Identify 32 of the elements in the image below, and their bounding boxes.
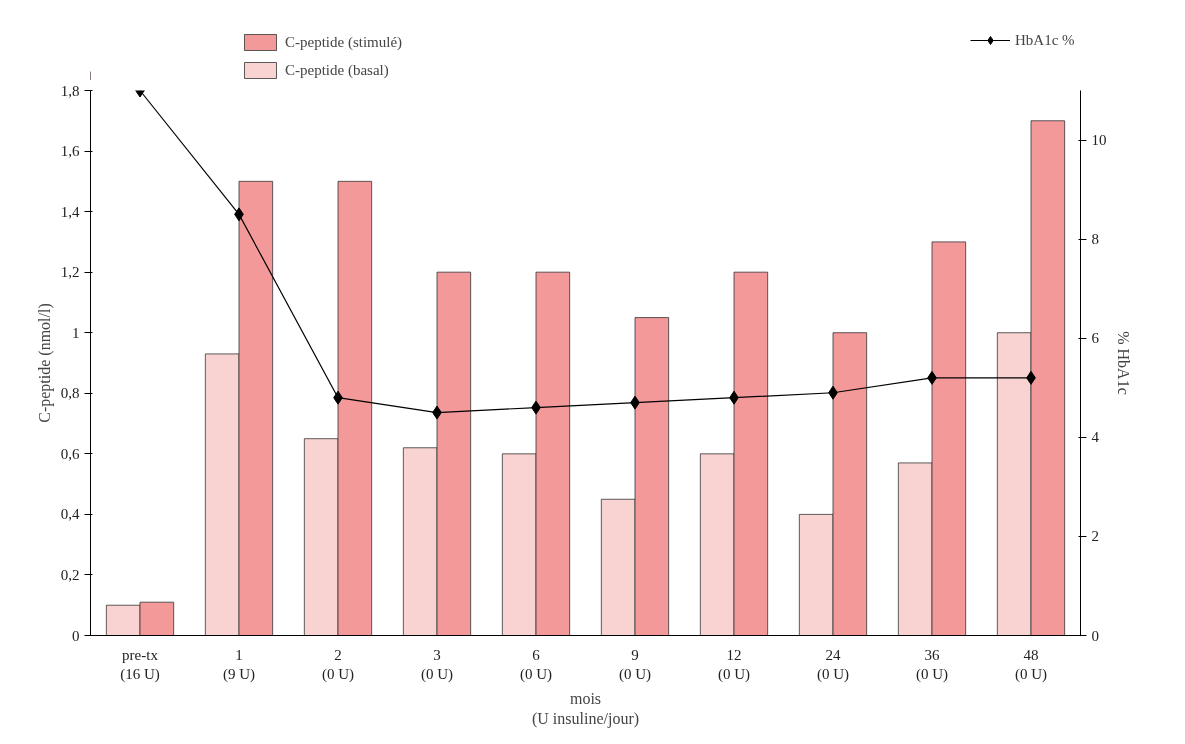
y-tick-label: 0,4 bbox=[60, 506, 80, 523]
legend-label: HbA1c % bbox=[1015, 31, 1075, 49]
y2-axis-title: % HbA1c bbox=[1114, 331, 1132, 395]
x-tick-label: 36 (0 U) bbox=[915, 646, 949, 683]
x-tick-label: pre-tx (16 U) bbox=[120, 646, 160, 683]
y-tick-label: 1,4 bbox=[60, 203, 80, 220]
y-tick-label: 1,8 bbox=[60, 82, 80, 99]
y2-tick-label: 10 bbox=[1091, 132, 1107, 149]
y-tick-label: 0,6 bbox=[60, 445, 80, 462]
x-tick-label: 6 (0 U) bbox=[519, 646, 553, 683]
y-tick-label: 0,2 bbox=[60, 566, 80, 583]
y2-tick-label: 8 bbox=[1091, 231, 1099, 248]
y-tick-label: 1,2 bbox=[60, 264, 80, 281]
legend-label: C-peptide (stimulé) bbox=[285, 33, 403, 51]
x-tick-label: 3 (0 U) bbox=[420, 646, 454, 683]
y2-tick-label: 4 bbox=[1091, 429, 1100, 446]
x-axis-title: mois (U insuline/jour) bbox=[531, 689, 640, 729]
y2-tick-label: 6 bbox=[1091, 330, 1100, 347]
y-tick-label: 1 bbox=[72, 324, 80, 341]
y-tick-label: 1,6 bbox=[60, 143, 80, 160]
x-tick-label: 9 (0 U) bbox=[618, 646, 652, 683]
y-axis-title: C-peptide (nmol/l) bbox=[35, 303, 54, 423]
x-tick-label: 24 (0 U) bbox=[816, 646, 850, 683]
x-tick-label: 2 (0 U) bbox=[321, 646, 355, 683]
y2-tick-label: 0 bbox=[1091, 627, 1099, 644]
y2-tick-label: 2 bbox=[1091, 528, 1099, 545]
x-tick-label: 1 (9 U) bbox=[222, 646, 256, 683]
y-tick-label: 0,8 bbox=[60, 385, 80, 402]
y-tick-label: 0 bbox=[72, 627, 80, 644]
x-tick-label: 12 (0 U) bbox=[717, 646, 751, 683]
x-tick-label: 48 (0 U) bbox=[1014, 646, 1048, 683]
legend-label: C-peptide (basal) bbox=[285, 61, 389, 79]
